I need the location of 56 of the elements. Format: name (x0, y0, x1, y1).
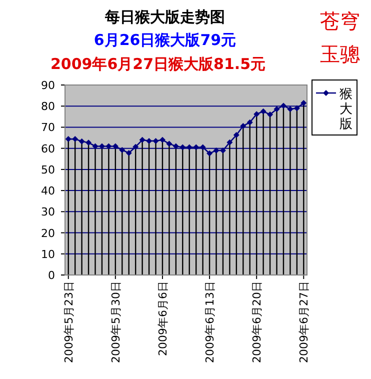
point (106, 143, 112, 150)
point (254, 111, 260, 118)
text: 2009年6月27日猴大版81.5元 (50, 55, 266, 73)
point (112, 143, 118, 150)
y-tick-label: 30 (41, 206, 55, 219)
point (78, 138, 85, 144)
point (72, 136, 78, 142)
point (86, 140, 92, 146)
y-tick-label: 20 (41, 226, 55, 240)
point (98, 143, 105, 150)
y-tick-label: 70 (41, 121, 55, 134)
point (240, 122, 246, 129)
x-tick-label: 2009年6月20日 (250, 281, 264, 363)
point (246, 119, 253, 126)
legend-label: 猴大版 (340, 87, 352, 132)
point (65, 136, 72, 142)
point (267, 112, 274, 118)
point (287, 106, 294, 112)
point (213, 147, 220, 154)
point (186, 144, 192, 150)
point (226, 139, 233, 146)
legend: 猴大版 (312, 80, 358, 136)
y-tick-label: 60 (41, 142, 55, 156)
point (92, 143, 98, 150)
point (193, 144, 200, 150)
point (152, 138, 159, 144)
point (300, 100, 307, 106)
x-tick-label: 2009年5月23日 (62, 281, 76, 363)
chart-subtitle: 6月26日猴大版79元 (94, 31, 236, 49)
point (159, 136, 166, 143)
point (180, 144, 186, 150)
y-tick-label: 80 (41, 100, 55, 114)
point (206, 150, 213, 156)
point (132, 144, 139, 150)
point (294, 105, 300, 112)
point (126, 150, 132, 156)
y-tick-label: 40 (41, 184, 55, 198)
point (280, 102, 286, 109)
chart-title: 每日猴大版走势图 (104, 8, 225, 26)
point (172, 143, 179, 150)
x-tick-label: 2009年5月30日 (109, 281, 122, 363)
x-tick-label: 2009年6月13日 (204, 281, 217, 363)
y-tick-label: 50 (41, 163, 55, 176)
x-tick-label: 2009年6月6日 (156, 281, 170, 356)
y-tick-label: 90 (41, 79, 55, 92)
point (139, 136, 146, 143)
y-tick-label: 0 (48, 269, 55, 282)
point (233, 132, 240, 138)
y-tick-label: 10 (41, 248, 55, 261)
point (260, 108, 266, 114)
point (119, 147, 126, 154)
text: 苍穹玉骢 (320, 9, 360, 66)
point (200, 144, 206, 150)
x-tick-label: 2009年6月27日 (298, 281, 311, 363)
point (166, 140, 172, 147)
point (274, 106, 280, 112)
